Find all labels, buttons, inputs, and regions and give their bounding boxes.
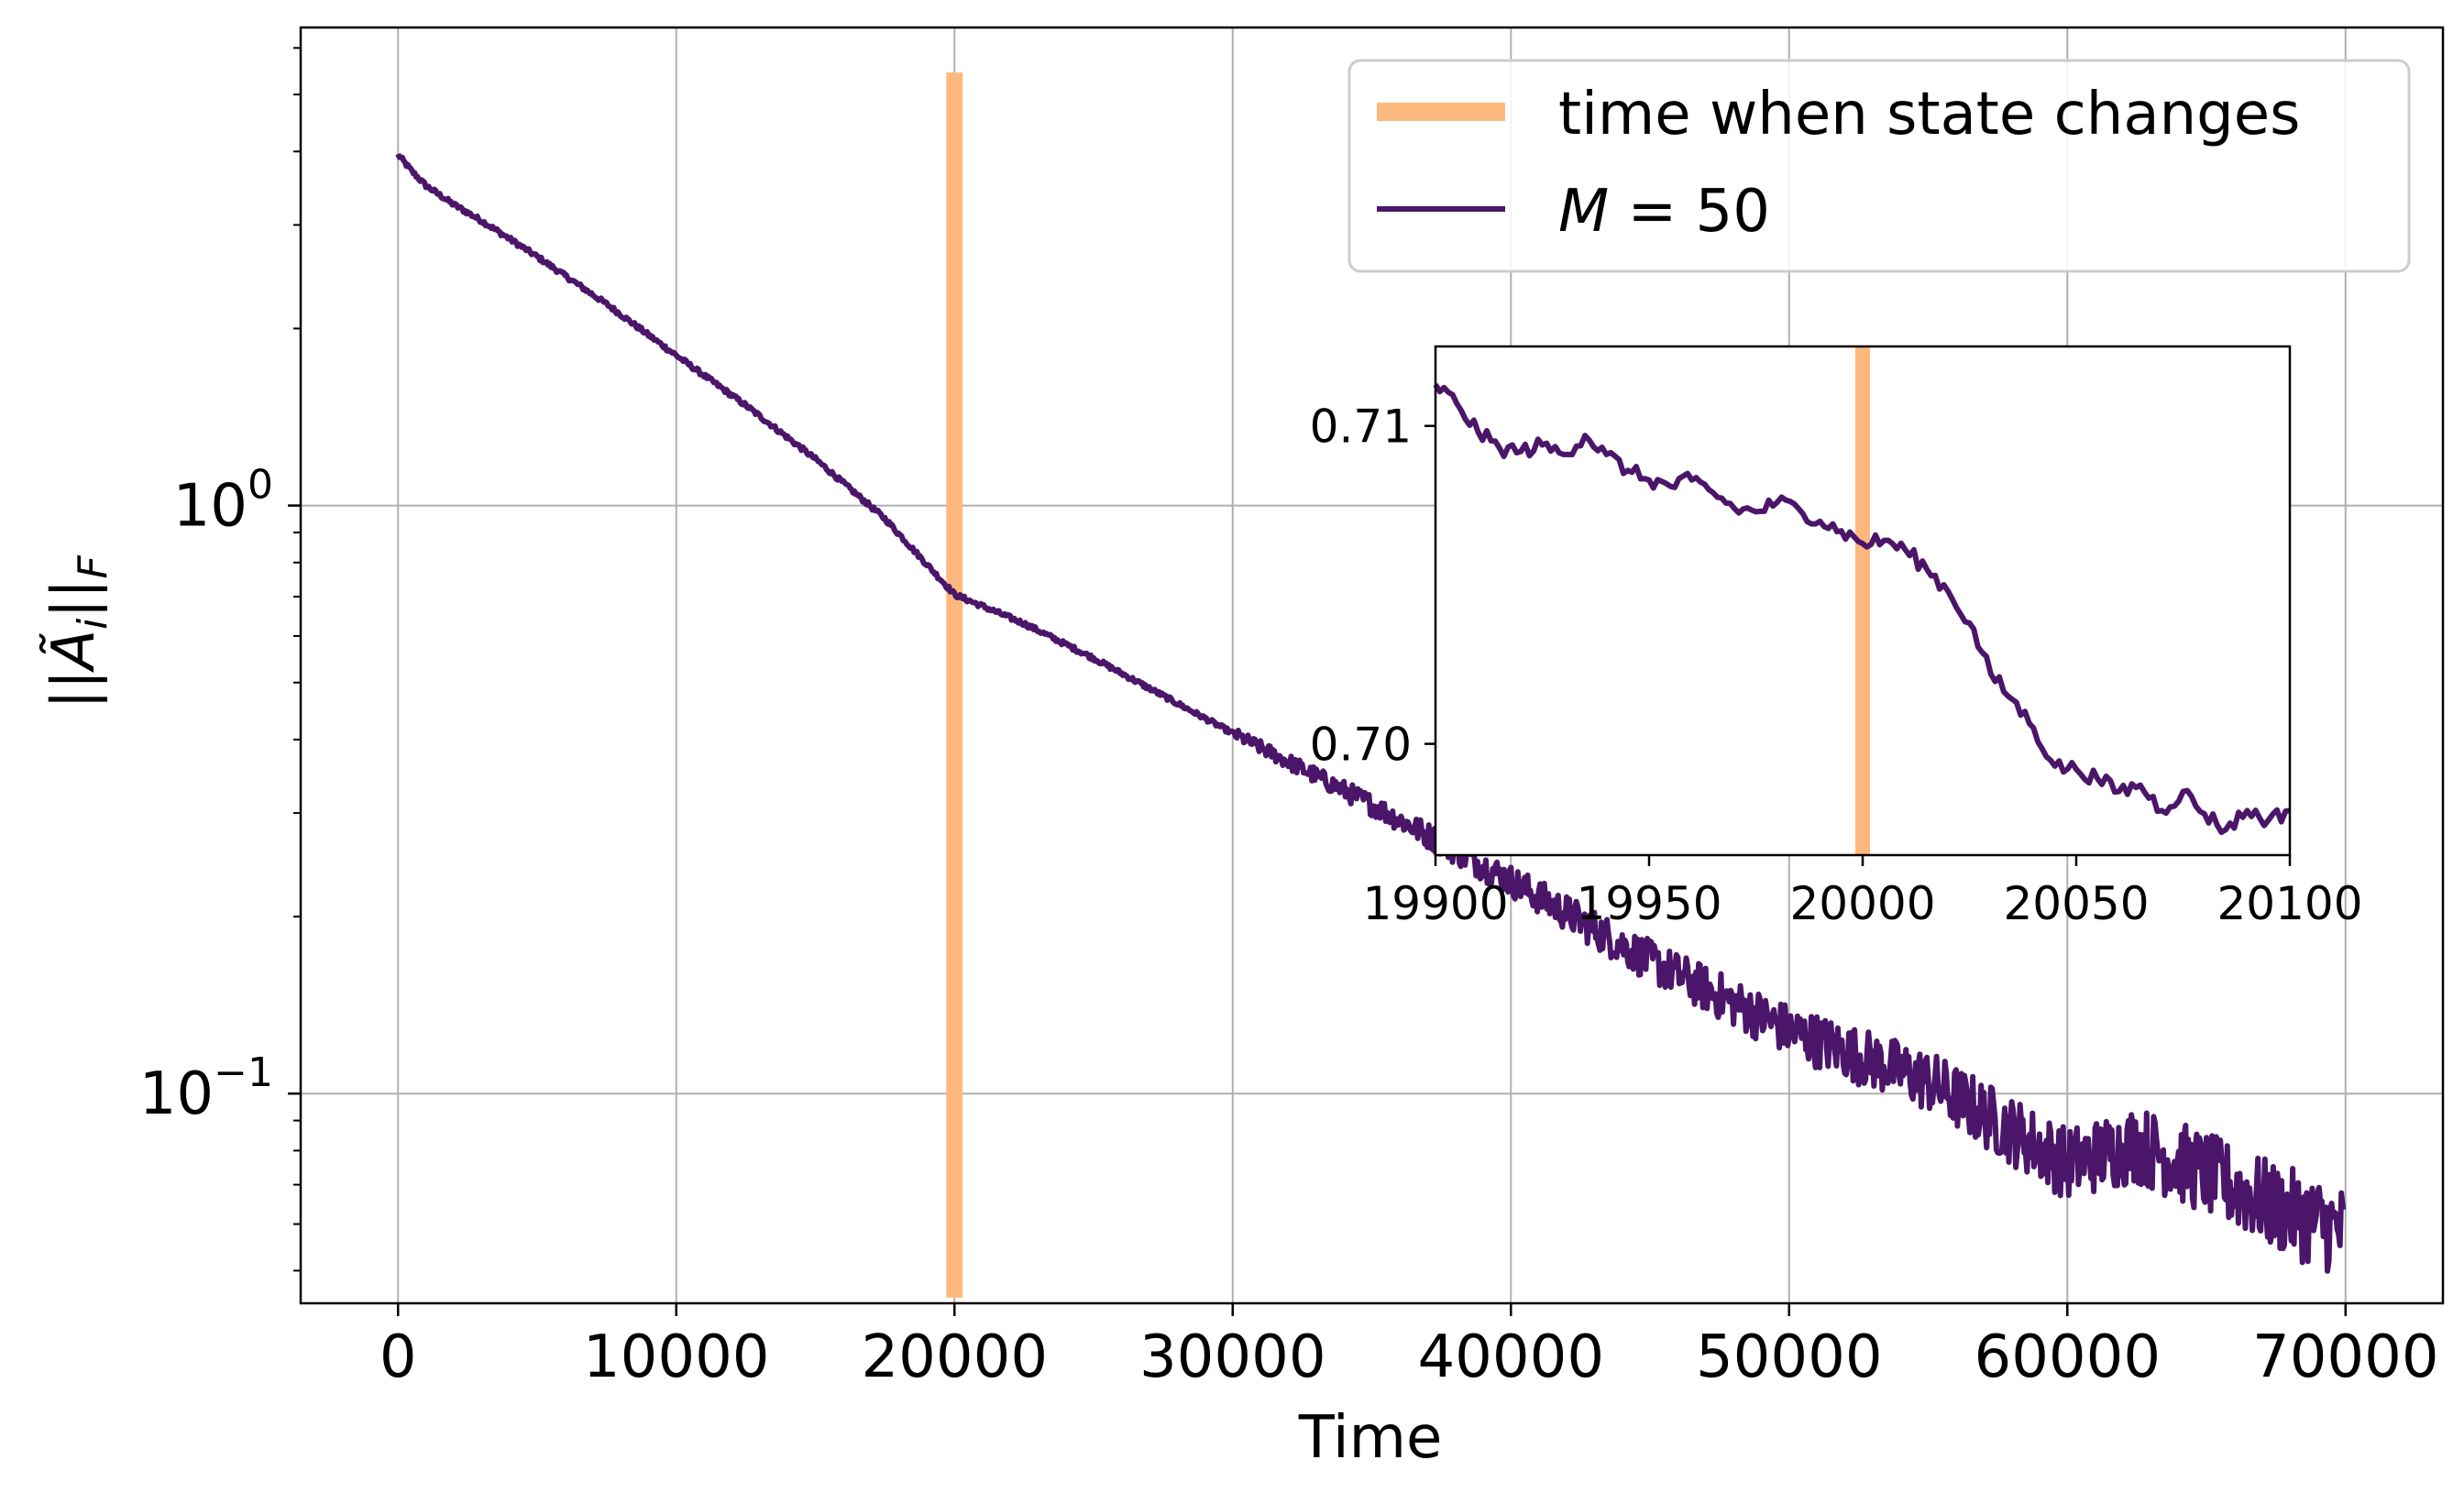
legend-box (1348, 59, 2411, 273)
y-axis-label: ||Ãi||F (39, 555, 116, 709)
inset-plot-area (1433, 346, 2291, 855)
x-tick-label: 0 (380, 1323, 417, 1391)
x-axis-label: Time (1298, 1404, 1443, 1472)
inset-series-line (1433, 383, 2291, 836)
inset-x-tick-label: 19900 (1362, 877, 1508, 930)
inset-x-tick-label: 20000 (1789, 877, 1935, 930)
inset-y-tick-label: 0.70 (1310, 719, 1412, 772)
series-line-m50 (395, 152, 2348, 1274)
legend: time when state changes M = 50 (1348, 59, 2411, 273)
inset-x-tick-label: 20100 (2216, 877, 2362, 930)
legend-label-m50: M = 50 (1558, 178, 1770, 246)
inset-x-ticks: 19900 19950 20000 20050 20100 (1362, 855, 2363, 930)
x-tick-label: 30000 (1139, 1323, 1326, 1391)
inset-x-tick-label: 19950 (1576, 877, 1722, 930)
inset-y-tick-label: 0.71 (1310, 401, 1412, 454)
x-tick-label: 70000 (2252, 1323, 2439, 1391)
x-tick-label: 40000 (1417, 1323, 1604, 1391)
main-y-ticks: 100 10−1 (139, 47, 301, 1272)
inset-chart: 19900 19950 20000 20050 20100 0.70 0.71 (1310, 345, 2363, 930)
x-tick-label: 20000 (861, 1323, 1048, 1391)
legend-label-state-change: time when state changes (1558, 81, 2300, 148)
main-axes-frame (299, 26, 2445, 1305)
y-tick-label: 10−1 (139, 1049, 273, 1128)
x-tick-label: 10000 (583, 1323, 770, 1391)
main-plot-area (395, 72, 2348, 1298)
main-x-ticks: 0 10000 20000 30000 40000 50000 60000 70000 (380, 1303, 2439, 1391)
y-axis-label-matrix: Ã (39, 630, 108, 674)
x-tick-label: 50000 (1696, 1323, 1883, 1391)
inset-y-ticks: 0.70 0.71 (1310, 401, 1436, 772)
inset-x-tick-label: 20050 (2003, 877, 2149, 930)
y-tick-label: 100 (173, 462, 273, 541)
x-tick-label: 60000 (1974, 1323, 2161, 1391)
